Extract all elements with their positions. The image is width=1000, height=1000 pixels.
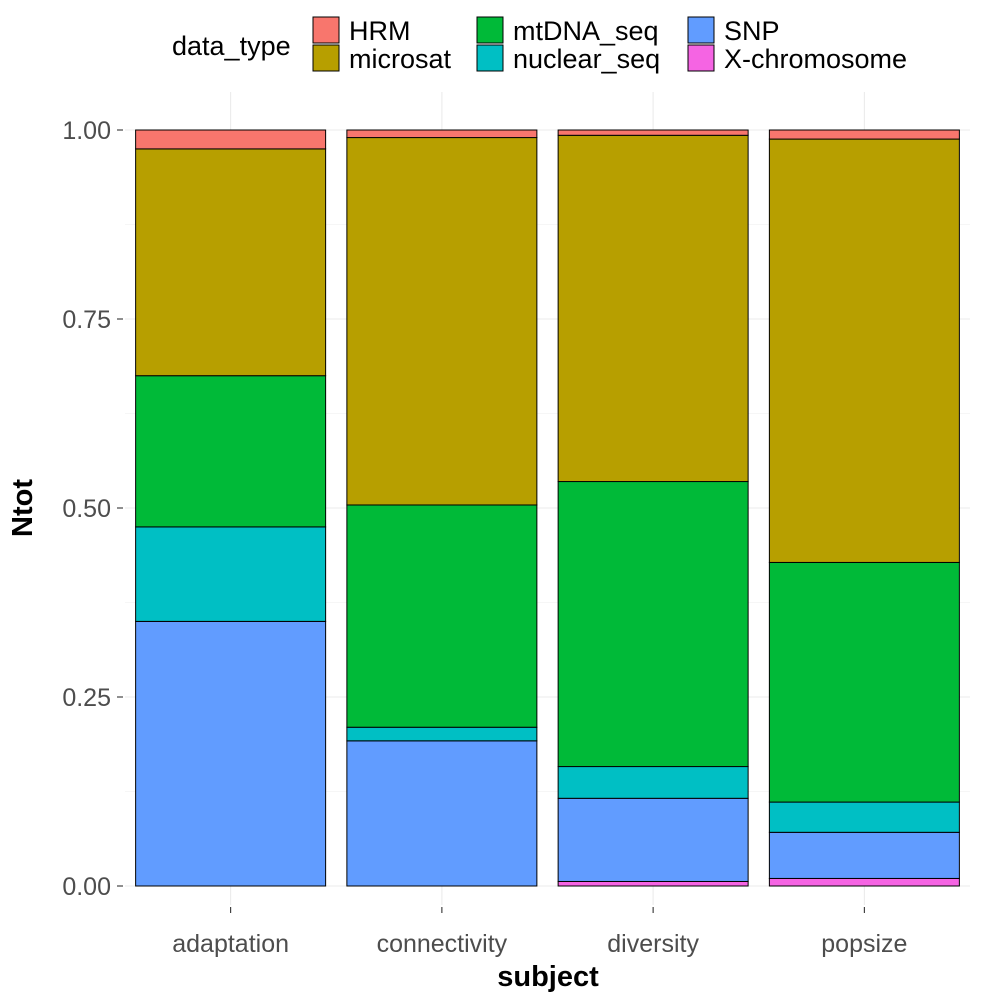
legend-key-nuclear-seq [476, 44, 504, 72]
x-axis-title: subject [497, 961, 599, 993]
y-tick-label: 0.50 [62, 495, 111, 523]
x-tick-label-diversity: diversity [607, 930, 699, 958]
bar-segment-hrm-connectivity [346, 129, 538, 139]
bar-segment-hrm-popsize [768, 129, 960, 140]
legend-label-snp: SNP [724, 16, 780, 46]
legend-label-x-chromosome: X-chromosome [724, 44, 907, 74]
bar-segment-snp-adaptation [135, 620, 327, 887]
bar-segment-nuclear-seq-connectivity [346, 726, 538, 742]
legend-label-hrm: HRM [349, 16, 411, 46]
y-tick-label: 0.75 [62, 306, 111, 334]
bar-segment-mtdna-seq-popsize [768, 561, 960, 803]
legend-key-x-chromosome [687, 44, 715, 72]
bar-segment-nuclear-seq-diversity [557, 766, 749, 799]
bar-segment-hrm-adaptation [135, 129, 327, 150]
bar-segment-mtdna-seq-connectivity [346, 504, 538, 728]
y-tick-label: 0.00 [62, 873, 111, 901]
bar-segment-microsat-adaptation [135, 148, 327, 377]
x-tick-label-adaptation: adaptation [172, 930, 289, 958]
bar-segment-snp-diversity [557, 797, 749, 882]
bar-segment-snp-popsize [768, 831, 960, 879]
legend-label-mtdna-seq: mtDNA_seq [513, 16, 659, 46]
bar-segment-microsat-connectivity [346, 137, 538, 506]
x-tick-label-connectivity: connectivity [377, 930, 508, 958]
legend-key-mtdna-seq [476, 16, 504, 44]
bar-segment-nuclear-seq-adaptation [135, 526, 327, 622]
bar-segment-mtdna-seq-adaptation [135, 375, 327, 528]
bar-segment-mtdna-seq-diversity [557, 481, 749, 768]
y-axis-title: Ntot [7, 479, 39, 537]
legend-label-nuclear-seq: nuclear_seq [513, 44, 660, 74]
bar-segment-microsat-popsize [768, 138, 960, 563]
axis-layer: 0.00 0.25 0.50 0.75 1.00 adaptation connectivi… [62, 117, 907, 958]
bar-segment-nuclear-seq-popsize [768, 801, 960, 833]
legend-key-microsat [312, 44, 340, 72]
legend-title: data_type [172, 31, 291, 61]
x-tick-label-popsize: popsize [821, 930, 907, 958]
bar-segment-snp-connectivity [346, 740, 538, 887]
bars-layer [135, 129, 960, 887]
legend-key-hrm [312, 16, 340, 44]
legend-key-snp [687, 16, 715, 44]
legend-label-microsat: microsat [349, 44, 452, 74]
bar-segment-x-chromosome-diversity [557, 880, 749, 887]
bar-segment-x-chromosome-popsize [768, 877, 960, 887]
bar-segment-microsat-diversity [557, 134, 749, 483]
y-tick-label: 1.00 [62, 117, 111, 145]
y-tick-label: 0.25 [62, 684, 111, 712]
bar-segment-hrm-diversity [557, 129, 749, 136]
